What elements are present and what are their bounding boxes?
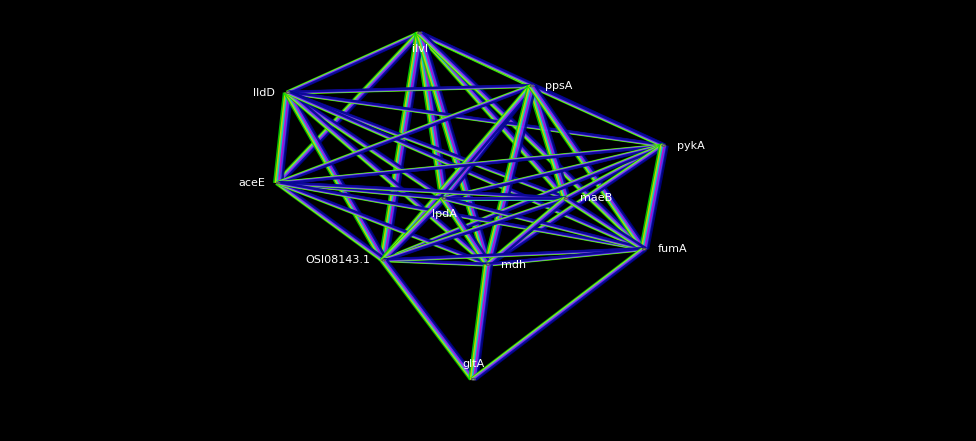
Circle shape: [662, 145, 666, 146]
Circle shape: [382, 259, 386, 261]
Circle shape: [530, 85, 534, 87]
Circle shape: [486, 264, 490, 265]
Circle shape: [442, 198, 446, 199]
Circle shape: [642, 248, 646, 250]
Circle shape: [471, 378, 475, 380]
Text: ilvI: ilvI: [412, 44, 427, 54]
Circle shape: [286, 92, 290, 93]
Text: lpdA: lpdA: [431, 209, 457, 219]
Text: lldD: lldD: [253, 88, 274, 97]
Text: mdh: mdh: [502, 260, 527, 269]
Circle shape: [418, 32, 422, 34]
Text: aceE: aceE: [238, 178, 264, 188]
Text: ppsA: ppsA: [546, 81, 573, 91]
Circle shape: [564, 198, 568, 199]
Text: gltA: gltA: [463, 359, 484, 369]
Text: fumA: fumA: [658, 244, 687, 254]
Text: OSI08143.1: OSI08143.1: [305, 255, 370, 265]
Circle shape: [276, 182, 280, 184]
Text: pykA: pykA: [677, 141, 705, 150]
Text: maeB: maeB: [580, 194, 612, 203]
